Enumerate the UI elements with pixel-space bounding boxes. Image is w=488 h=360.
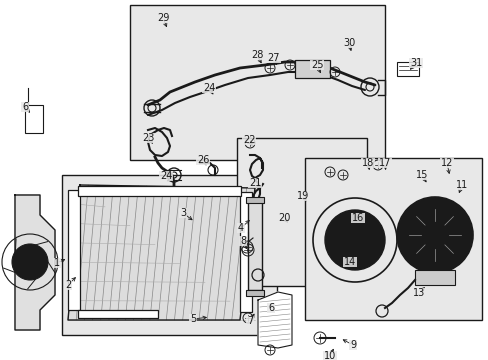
Circle shape — [336, 222, 372, 258]
Bar — [78, 186, 241, 196]
Text: 28: 28 — [250, 50, 263, 60]
Text: 29: 29 — [157, 13, 169, 23]
Text: 24: 24 — [203, 83, 215, 93]
Text: 30: 30 — [342, 38, 354, 48]
Text: 20: 20 — [277, 213, 289, 223]
Bar — [130, 5, 384, 160]
Text: 22: 22 — [242, 135, 255, 145]
Circle shape — [408, 209, 460, 261]
Text: 25: 25 — [310, 60, 323, 70]
Text: 15: 15 — [415, 170, 427, 180]
Text: 4: 4 — [238, 223, 244, 233]
Text: 21: 21 — [248, 178, 261, 188]
Bar — [237, 138, 366, 286]
Bar — [245, 197, 264, 203]
Text: 8: 8 — [240, 236, 245, 246]
Circle shape — [396, 197, 472, 273]
Bar — [396, 62, 418, 76]
Text: 27: 27 — [267, 53, 280, 63]
Bar — [305, 158, 481, 320]
Bar — [245, 290, 264, 296]
Text: 13: 13 — [412, 288, 424, 298]
Text: 31: 31 — [409, 58, 421, 68]
Text: 2: 2 — [65, 280, 71, 290]
Polygon shape — [258, 292, 291, 348]
Bar — [240, 192, 251, 312]
Text: 10: 10 — [323, 351, 335, 360]
Text: 11: 11 — [455, 180, 467, 190]
Text: 17: 17 — [378, 158, 390, 168]
Text: 1: 1 — [54, 258, 60, 268]
Text: 18: 18 — [361, 158, 373, 168]
Circle shape — [325, 210, 384, 270]
Bar — [247, 200, 262, 290]
Bar — [62, 175, 276, 335]
Circle shape — [12, 244, 48, 280]
Text: 19: 19 — [296, 191, 308, 201]
Text: 6: 6 — [22, 102, 28, 112]
Text: 23: 23 — [142, 133, 154, 143]
Circle shape — [420, 221, 448, 249]
Text: 24: 24 — [160, 171, 172, 181]
Text: 3: 3 — [180, 208, 185, 218]
Polygon shape — [68, 185, 254, 320]
Bar — [294, 60, 329, 78]
Text: 14: 14 — [343, 257, 355, 267]
Text: 9: 9 — [349, 340, 355, 350]
Text: 16: 16 — [351, 213, 364, 223]
Bar — [25, 105, 43, 133]
Text: 26: 26 — [196, 155, 209, 165]
Polygon shape — [15, 195, 55, 330]
Text: 6: 6 — [267, 303, 273, 313]
Bar — [68, 190, 80, 310]
Bar — [414, 270, 454, 285]
Text: 7: 7 — [246, 316, 253, 326]
Text: 5: 5 — [189, 314, 196, 324]
Bar — [78, 310, 158, 318]
Text: 12: 12 — [440, 158, 452, 168]
